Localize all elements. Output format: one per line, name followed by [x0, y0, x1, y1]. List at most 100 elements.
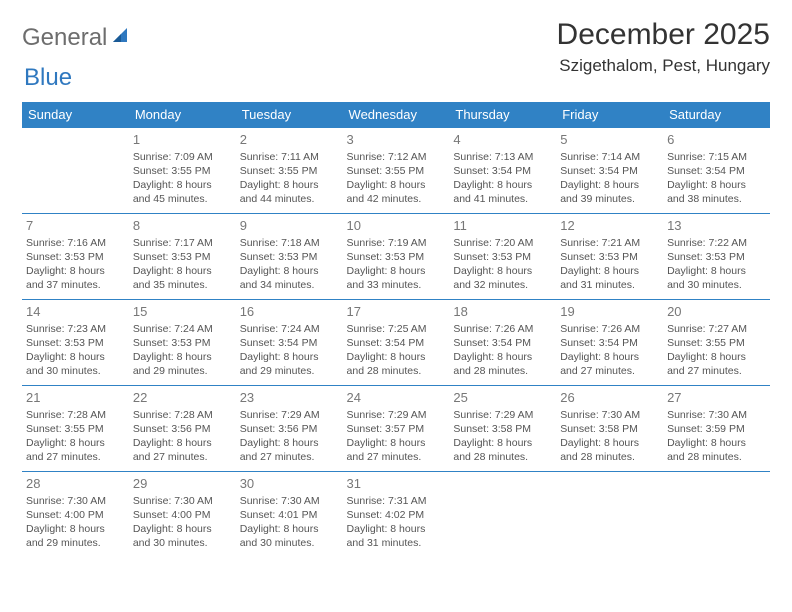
sunset-text: Sunset: 4:01 PM [240, 508, 339, 522]
sunrise-text: Sunrise: 7:30 AM [133, 494, 232, 508]
logo-text-general: General [22, 24, 107, 52]
daylight-text: Daylight: 8 hours and 35 minutes. [133, 264, 232, 292]
calendar-cell: 17Sunrise: 7:25 AMSunset: 3:54 PMDayligh… [343, 300, 450, 386]
sunrise-text: Sunrise: 7:30 AM [667, 408, 766, 422]
day-number: 21 [26, 389, 125, 407]
day-number: 8 [133, 217, 232, 235]
sunset-text: Sunset: 4:02 PM [347, 508, 446, 522]
calendar-cell: 7Sunrise: 7:16 AMSunset: 3:53 PMDaylight… [22, 214, 129, 300]
sunset-text: Sunset: 3:54 PM [560, 164, 659, 178]
daylight-text: Daylight: 8 hours and 28 minutes. [560, 436, 659, 464]
sunrise-text: Sunrise: 7:09 AM [133, 150, 232, 164]
daylight-text: Daylight: 8 hours and 31 minutes. [347, 522, 446, 550]
calendar-week-row: 14Sunrise: 7:23 AMSunset: 3:53 PMDayligh… [22, 300, 770, 386]
calendar-cell: 28Sunrise: 7:30 AMSunset: 4:00 PMDayligh… [22, 472, 129, 558]
sunset-text: Sunset: 3:53 PM [133, 250, 232, 264]
sunrise-text: Sunrise: 7:19 AM [347, 236, 446, 250]
daylight-text: Daylight: 8 hours and 28 minutes. [453, 436, 552, 464]
day-header: Sunday [22, 102, 129, 128]
sunset-text: Sunset: 4:00 PM [26, 508, 125, 522]
calendar-cell: 8Sunrise: 7:17 AMSunset: 3:53 PMDaylight… [129, 214, 236, 300]
calendar-cell [22, 128, 129, 214]
daylight-text: Daylight: 8 hours and 30 minutes. [667, 264, 766, 292]
day-number: 23 [240, 389, 339, 407]
sunrise-text: Sunrise: 7:24 AM [133, 322, 232, 336]
sunrise-text: Sunrise: 7:30 AM [26, 494, 125, 508]
sunset-text: Sunset: 3:53 PM [26, 250, 125, 264]
sunset-text: Sunset: 3:54 PM [347, 336, 446, 350]
sunset-text: Sunset: 3:56 PM [240, 422, 339, 436]
day-number: 26 [560, 389, 659, 407]
day-number: 4 [453, 131, 552, 149]
calendar-page: General December 2025 Szigethalom, Pest,… [0, 0, 792, 612]
sunset-text: Sunset: 3:57 PM [347, 422, 446, 436]
calendar-cell: 22Sunrise: 7:28 AMSunset: 3:56 PMDayligh… [129, 386, 236, 472]
calendar-cell: 5Sunrise: 7:14 AMSunset: 3:54 PMDaylight… [556, 128, 663, 214]
calendar-cell [449, 472, 556, 558]
day-header: Tuesday [236, 102, 343, 128]
calendar-cell: 31Sunrise: 7:31 AMSunset: 4:02 PMDayligh… [343, 472, 450, 558]
daylight-text: Daylight: 8 hours and 27 minutes. [240, 436, 339, 464]
sunrise-text: Sunrise: 7:11 AM [240, 150, 339, 164]
daylight-text: Daylight: 8 hours and 33 minutes. [347, 264, 446, 292]
sunset-text: Sunset: 3:58 PM [560, 422, 659, 436]
daylight-text: Daylight: 8 hours and 27 minutes. [26, 436, 125, 464]
sunrise-text: Sunrise: 7:22 AM [667, 236, 766, 250]
calendar-cell [663, 472, 770, 558]
sunset-text: Sunset: 3:54 PM [667, 164, 766, 178]
calendar-cell: 29Sunrise: 7:30 AMSunset: 4:00 PMDayligh… [129, 472, 236, 558]
daylight-text: Daylight: 8 hours and 38 minutes. [667, 178, 766, 206]
calendar-cell: 23Sunrise: 7:29 AMSunset: 3:56 PMDayligh… [236, 386, 343, 472]
sunset-text: Sunset: 3:55 PM [240, 164, 339, 178]
day-number: 17 [347, 303, 446, 321]
daylight-text: Daylight: 8 hours and 28 minutes. [453, 350, 552, 378]
daylight-text: Daylight: 8 hours and 34 minutes. [240, 264, 339, 292]
daylight-text: Daylight: 8 hours and 27 minutes. [133, 436, 232, 464]
logo-sail-icon [111, 26, 131, 51]
day-number: 30 [240, 475, 339, 493]
day-header-row: SundayMondayTuesdayWednesdayThursdayFrid… [22, 102, 770, 128]
sunrise-text: Sunrise: 7:12 AM [347, 150, 446, 164]
sunset-text: Sunset: 3:58 PM [453, 422, 552, 436]
title-block: December 2025 Szigethalom, Pest, Hungary [557, 18, 770, 76]
sunset-text: Sunset: 3:53 PM [453, 250, 552, 264]
calendar-cell: 30Sunrise: 7:30 AMSunset: 4:01 PMDayligh… [236, 472, 343, 558]
daylight-text: Daylight: 8 hours and 41 minutes. [453, 178, 552, 206]
calendar-week-row: 28Sunrise: 7:30 AMSunset: 4:00 PMDayligh… [22, 472, 770, 558]
calendar-cell: 6Sunrise: 7:15 AMSunset: 3:54 PMDaylight… [663, 128, 770, 214]
calendar-cell: 24Sunrise: 7:29 AMSunset: 3:57 PMDayligh… [343, 386, 450, 472]
day-header: Monday [129, 102, 236, 128]
sunset-text: Sunset: 3:55 PM [667, 336, 766, 350]
daylight-text: Daylight: 8 hours and 29 minutes. [26, 522, 125, 550]
sunrise-text: Sunrise: 7:26 AM [560, 322, 659, 336]
sunset-text: Sunset: 3:53 PM [133, 336, 232, 350]
calendar-cell: 11Sunrise: 7:20 AMSunset: 3:53 PMDayligh… [449, 214, 556, 300]
daylight-text: Daylight: 8 hours and 27 minutes. [560, 350, 659, 378]
day-number: 20 [667, 303, 766, 321]
day-number: 15 [133, 303, 232, 321]
calendar-week-row: 21Sunrise: 7:28 AMSunset: 3:55 PMDayligh… [22, 386, 770, 472]
daylight-text: Daylight: 8 hours and 29 minutes. [133, 350, 232, 378]
day-number: 12 [560, 217, 659, 235]
calendar-cell: 1Sunrise: 7:09 AMSunset: 3:55 PMDaylight… [129, 128, 236, 214]
sunset-text: Sunset: 4:00 PM [133, 508, 232, 522]
logo: General [22, 18, 133, 52]
sunset-text: Sunset: 3:55 PM [133, 164, 232, 178]
daylight-text: Daylight: 8 hours and 39 minutes. [560, 178, 659, 206]
sunrise-text: Sunrise: 7:15 AM [667, 150, 766, 164]
day-number: 31 [347, 475, 446, 493]
daylight-text: Daylight: 8 hours and 27 minutes. [347, 436, 446, 464]
day-number: 25 [453, 389, 552, 407]
day-number: 9 [240, 217, 339, 235]
calendar-head: SundayMondayTuesdayWednesdayThursdayFrid… [22, 102, 770, 128]
daylight-text: Daylight: 8 hours and 30 minutes. [133, 522, 232, 550]
daylight-text: Daylight: 8 hours and 30 minutes. [26, 350, 125, 378]
sunrise-text: Sunrise: 7:31 AM [347, 494, 446, 508]
sunrise-text: Sunrise: 7:28 AM [133, 408, 232, 422]
calendar-cell: 27Sunrise: 7:30 AMSunset: 3:59 PMDayligh… [663, 386, 770, 472]
day-number: 7 [26, 217, 125, 235]
sunset-text: Sunset: 3:54 PM [240, 336, 339, 350]
sunrise-text: Sunrise: 7:30 AM [560, 408, 659, 422]
calendar-table: SundayMondayTuesdayWednesdayThursdayFrid… [22, 102, 770, 558]
daylight-text: Daylight: 8 hours and 30 minutes. [240, 522, 339, 550]
